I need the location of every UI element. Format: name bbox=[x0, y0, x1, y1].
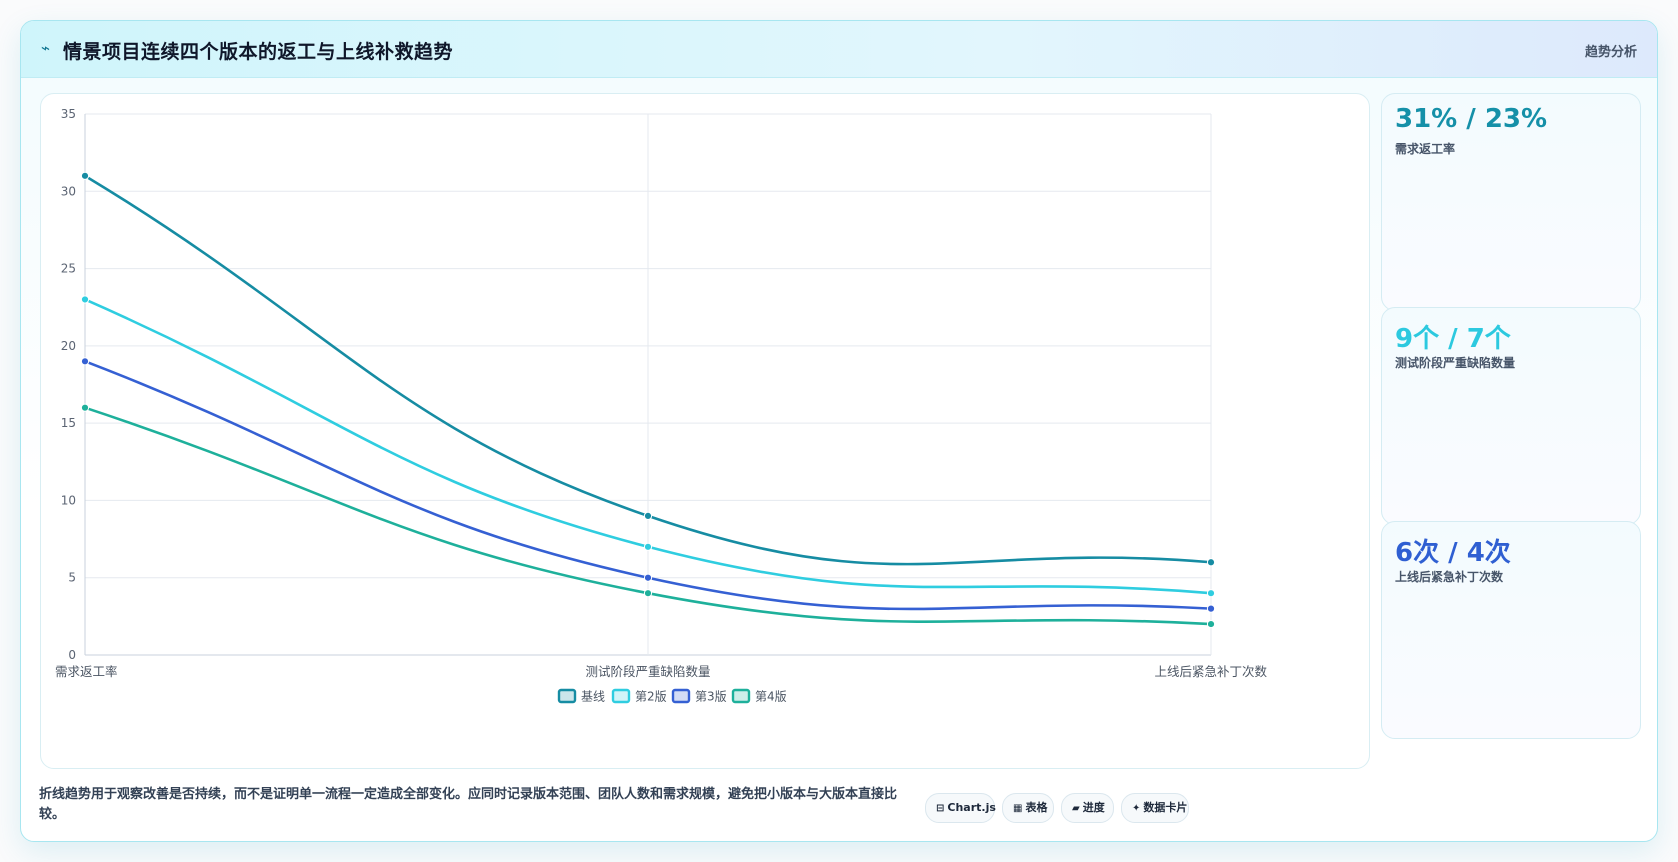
stat-value: 9个 / 7个 bbox=[1395, 324, 1511, 354]
pill-progress[interactable]: ▰ 进度 bbox=[1061, 793, 1114, 823]
y-tick-label: 5 bbox=[68, 571, 76, 585]
line-chart-panel: 0 5 10 15 20 25 30 35 需求返工率 测试阶段严重缺陷数量 上线后紧急补丁次数 基… bbox=[40, 93, 1370, 769]
y-tick-label: 30 bbox=[61, 184, 76, 198]
pill-label: 表格 bbox=[1025, 801, 1048, 814]
data-point bbox=[643, 573, 653, 582]
trend-icon: ⌁ bbox=[41, 39, 51, 57]
pill-label: Chart.js bbox=[947, 801, 996, 814]
progress-icon: ▰ bbox=[1072, 803, 1080, 814]
stat-value: 6次 / 4次 bbox=[1395, 538, 1511, 568]
data-point bbox=[643, 511, 653, 520]
data-point bbox=[1206, 589, 1216, 598]
legend-label: 第4版 bbox=[755, 690, 787, 704]
pill-data-cards[interactable]: ✦ 数据卡片 bbox=[1121, 793, 1189, 823]
line-chart: 0 5 10 15 20 25 30 35 需求返工率 测试阶段严重缺陷数量 上线后紧急补丁次数 基… bbox=[55, 107, 1267, 704]
legend-label: 第2版 bbox=[635, 690, 667, 704]
card-header: ⌁ 情景项目连续四个版本的返工与上线补救趋势 趋势分析 bbox=[21, 21, 1657, 78]
stat-value: 31% / 23% bbox=[1395, 104, 1548, 134]
legend-label: 第3版 bbox=[695, 690, 727, 704]
data-point bbox=[80, 295, 90, 304]
x-tick-label: 需求返工率 bbox=[55, 664, 118, 679]
legend-swatch bbox=[731, 688, 751, 704]
pill-label: 数据卡片 bbox=[1143, 801, 1188, 814]
legend-swatch bbox=[671, 688, 691, 704]
data-point bbox=[80, 171, 90, 180]
data-point bbox=[643, 542, 653, 551]
stat-card-defects: 9个 / 7个 测试阶段严重缺陷数量 bbox=[1381, 307, 1641, 525]
stat-label: 测试阶段严重缺陷数量 bbox=[1395, 356, 1516, 370]
chart-icon: ⊟ bbox=[936, 803, 945, 814]
stat-label: 需求返工率 bbox=[1395, 142, 1456, 156]
pill-label: 进度 bbox=[1082, 801, 1105, 814]
y-tick-label: 15 bbox=[61, 416, 76, 430]
report-card: ⌁ 情景项目连续四个版本的返工与上线补救趋势 趋势分析 0 5 10 15 20 25 30… bbox=[20, 20, 1658, 842]
data-point bbox=[80, 357, 90, 366]
stat-label: 上线后紧急补丁次数 bbox=[1395, 570, 1504, 584]
table-icon: ▦ bbox=[1013, 803, 1023, 814]
data-point bbox=[1206, 604, 1216, 613]
stat-card-patches: 6次 / 4次 上线后紧急补丁次数 bbox=[1381, 521, 1641, 739]
data-point bbox=[1206, 558, 1216, 567]
data-point bbox=[643, 589, 653, 598]
pill-table[interactable]: ▦ 表格 bbox=[1002, 793, 1054, 823]
data-point bbox=[80, 403, 90, 412]
stat-card-rework: 31% / 23% 需求返工率 bbox=[1381, 93, 1641, 311]
footer-note: 折线趋势用于观察改善是否持续，而不是证明单一流程一定造成全部变化。应同时记录版本… bbox=[39, 787, 898, 822]
legend-label: 基线 bbox=[581, 690, 605, 704]
pill-chartjs[interactable]: ⊟ Chart.js bbox=[925, 793, 996, 823]
page-title: 情景项目连续四个版本的返工与上线补救趋势 bbox=[63, 41, 454, 63]
y-tick-label: 25 bbox=[61, 262, 76, 276]
x-tick-label: 上线后紧急补丁次数 bbox=[1154, 664, 1267, 679]
y-tick-label: 35 bbox=[61, 107, 76, 121]
y-tick-label: 10 bbox=[61, 493, 76, 507]
y-tick-label: 0 bbox=[68, 648, 76, 662]
data-point bbox=[1206, 619, 1216, 629]
legend-swatch bbox=[611, 688, 631, 704]
legend-swatch bbox=[557, 688, 577, 704]
x-tick-label: 测试阶段严重缺陷数量 bbox=[585, 664, 710, 679]
sparkle-icon: ✦ bbox=[1132, 803, 1141, 814]
section-tag: 趋势分析 bbox=[1584, 45, 1637, 60]
y-tick-label: 20 bbox=[61, 339, 76, 353]
